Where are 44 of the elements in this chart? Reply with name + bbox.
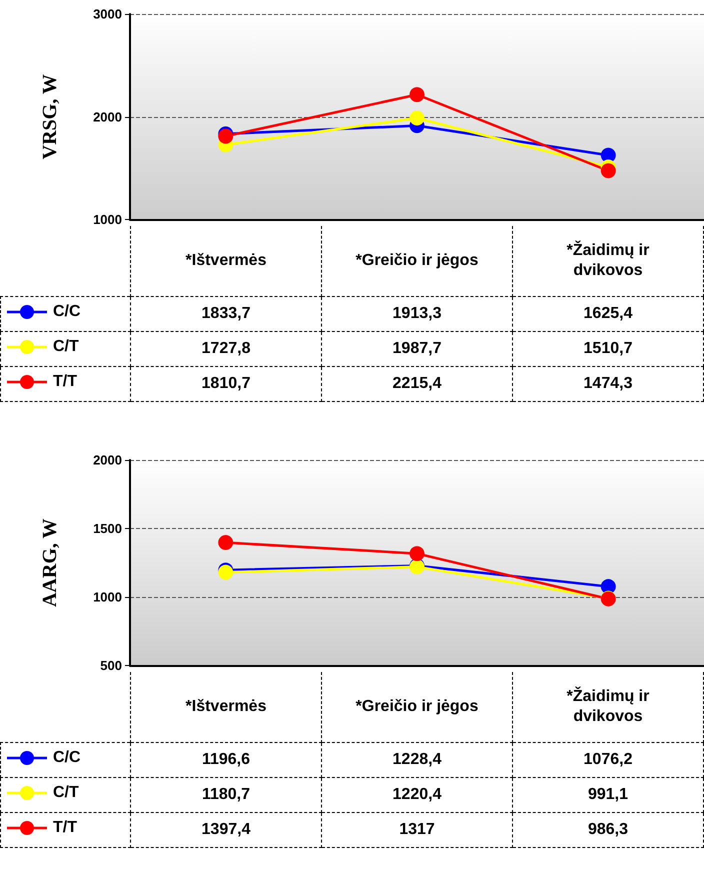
y-tick-label: 1000	[93, 212, 122, 227]
y-tick-label: 1000	[93, 590, 122, 604]
x-tick-label: *Žaidimų ir dvikovos	[512, 672, 704, 742]
y-axis-title: AARG, W	[39, 518, 61, 608]
legend-label: T/T	[53, 372, 77, 392]
data-label: 1220,4	[322, 778, 512, 812]
data-label: 1810,7	[130, 366, 322, 402]
point	[410, 87, 424, 102]
data-label: 1474,3	[512, 366, 704, 402]
y-tick-label: 2000	[93, 109, 122, 124]
data-label: 2215,4	[322, 366, 512, 402]
point	[410, 110, 424, 126]
point	[600, 163, 616, 178]
data-label: 1317	[322, 812, 512, 848]
point	[410, 546, 424, 562]
data-label: 991,1	[512, 778, 704, 812]
data-label: 1180,7	[130, 778, 322, 812]
legend-label: C/C	[53, 302, 81, 322]
data-label: 1076,2	[512, 742, 704, 778]
data-label: 986,3	[512, 812, 704, 848]
y-tick-label: 2000	[93, 452, 122, 468]
x-tick-label: *Greičio ir jėgos	[322, 672, 512, 742]
data-label: 1510,7	[512, 332, 704, 366]
x-tick-label: *Greičio ir jėgos	[322, 226, 512, 296]
data-label: 1987,7	[322, 332, 512, 366]
data-label: 1228,4	[322, 742, 512, 778]
legend-label: C/C	[53, 748, 81, 768]
x-tick-label: *Ištvermės	[130, 226, 322, 296]
data-label: 1397,4	[130, 812, 322, 848]
point	[218, 535, 234, 550]
legend-label: C/T	[53, 337, 79, 357]
x-tick-label: *Ištvermės	[130, 672, 322, 742]
data-label: 1913,3	[322, 296, 512, 332]
y-tick-label: 1500	[93, 521, 122, 536]
data-label: 1625,4	[512, 296, 704, 332]
y-tick-label: 3000	[93, 6, 122, 22]
data-label: 1196,6	[130, 742, 322, 778]
data-label: 1727,8	[130, 332, 322, 366]
x-tick-label: *Žaidimų ir dvikovos	[512, 226, 704, 296]
y-axis-title: VRSG, W	[39, 74, 61, 160]
legend-label: T/T	[53, 818, 77, 838]
legend-label: C/T	[53, 783, 79, 803]
data-label: 1833,7	[130, 296, 322, 332]
y-tick-label: 500	[100, 658, 122, 673]
